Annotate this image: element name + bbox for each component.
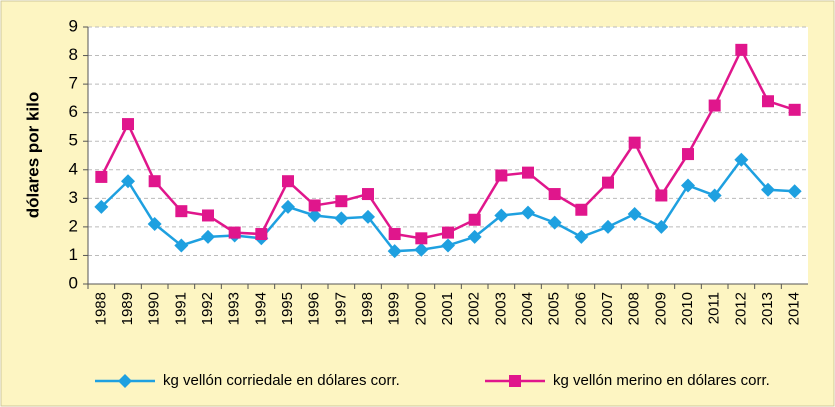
y-axis-title: dólares por kilo (23, 92, 42, 219)
x-tick-label: 2006 (572, 292, 589, 325)
data-point (762, 95, 774, 108)
y-tick-label: 5 (69, 131, 78, 150)
data-point (202, 209, 214, 222)
data-point (307, 208, 322, 223)
x-tick-label: 1990 (146, 292, 163, 325)
x-tick-label: 1991 (172, 292, 189, 325)
data-point (414, 242, 429, 257)
y-tick-label: 4 (69, 159, 78, 178)
x-tick-label: 1992 (199, 292, 216, 325)
data-point (281, 199, 295, 214)
data-point (788, 103, 801, 116)
data-point (201, 229, 215, 244)
data-point (707, 188, 722, 203)
data-point (627, 207, 642, 222)
x-tick-label: 2002 (466, 292, 483, 325)
data-point (308, 199, 321, 212)
data-point (94, 199, 109, 214)
y-tick-label: 8 (69, 45, 78, 64)
data-point (121, 174, 135, 189)
data-point (387, 244, 402, 259)
x-tick-label: 1989 (119, 292, 136, 325)
data-point (494, 208, 509, 223)
data-point (228, 226, 241, 239)
data-point (95, 170, 108, 183)
x-tick-label: 1997 (332, 292, 349, 325)
x-tick-label: 1996 (306, 292, 323, 325)
x-tick-label: 2012 (732, 292, 749, 325)
x-tick-label: 2000 (412, 292, 429, 325)
x-tick-label: 2009 (652, 292, 669, 325)
data-point (601, 219, 615, 234)
legend-marker (509, 375, 521, 387)
data-point (735, 43, 748, 56)
x-tick-label: 1993 (226, 292, 243, 325)
data-point (521, 205, 535, 220)
y-tick-label: 1 (69, 245, 78, 264)
data-point (574, 229, 589, 244)
data-point (708, 99, 721, 112)
data-point (655, 189, 668, 202)
data-point (467, 229, 482, 244)
data-point (415, 232, 428, 245)
y-tick-label: 0 (69, 273, 78, 292)
x-tick-label: 2007 (599, 292, 616, 325)
data-point (442, 226, 454, 239)
x-tick-label: 2014 (786, 292, 803, 325)
data-point (575, 203, 588, 216)
data-point (282, 175, 294, 188)
data-point (547, 215, 562, 230)
x-tick-label: 2004 (519, 292, 536, 325)
x-tick-label: 2001 (439, 292, 456, 325)
data-point (468, 213, 481, 226)
data-point (255, 228, 268, 241)
legend-marker (118, 374, 132, 388)
y-tick-label: 9 (69, 16, 78, 35)
data-point (441, 238, 455, 253)
data-point (548, 188, 561, 201)
x-tick-label: 1999 (386, 292, 403, 325)
x-tick-label: 2010 (679, 292, 696, 325)
data-point (602, 176, 614, 189)
data-point (362, 188, 374, 201)
data-point (495, 169, 508, 182)
data-point (734, 152, 749, 167)
x-tick-label: 2003 (492, 292, 509, 325)
x-tick-label: 2005 (546, 292, 563, 325)
data-point (361, 209, 375, 224)
y-tick-label: 2 (69, 216, 78, 235)
legend-label: kg vellón corriedale en dólares corr. (163, 372, 400, 389)
data-point (175, 205, 188, 218)
x-tick-label: 1998 (359, 292, 376, 325)
y-tick-label: 3 (69, 188, 78, 207)
y-tick-label: 6 (69, 102, 78, 121)
data-point (522, 166, 534, 179)
data-point (122, 118, 134, 131)
data-point (388, 228, 401, 241)
data-point (335, 195, 348, 208)
data-point (682, 148, 694, 161)
x-tick-label: 2013 (759, 292, 776, 325)
data-point (628, 136, 641, 149)
data-point (334, 211, 349, 226)
data-point (174, 238, 189, 253)
data-point (787, 184, 802, 199)
x-tick-label: 1994 (252, 292, 269, 325)
x-tick-label: 1995 (279, 292, 296, 325)
y-tick-label: 7 (69, 74, 78, 93)
x-tick-label: 1988 (92, 292, 109, 325)
legend-label: kg vellón merino en dólares corr. (553, 372, 770, 389)
data-point (147, 217, 162, 232)
data-point (148, 175, 161, 188)
x-tick-label: 2011 (706, 292, 723, 324)
data-point (761, 182, 775, 197)
data-point (681, 178, 695, 193)
data-point (654, 219, 669, 234)
x-tick-label: 2008 (626, 292, 643, 325)
